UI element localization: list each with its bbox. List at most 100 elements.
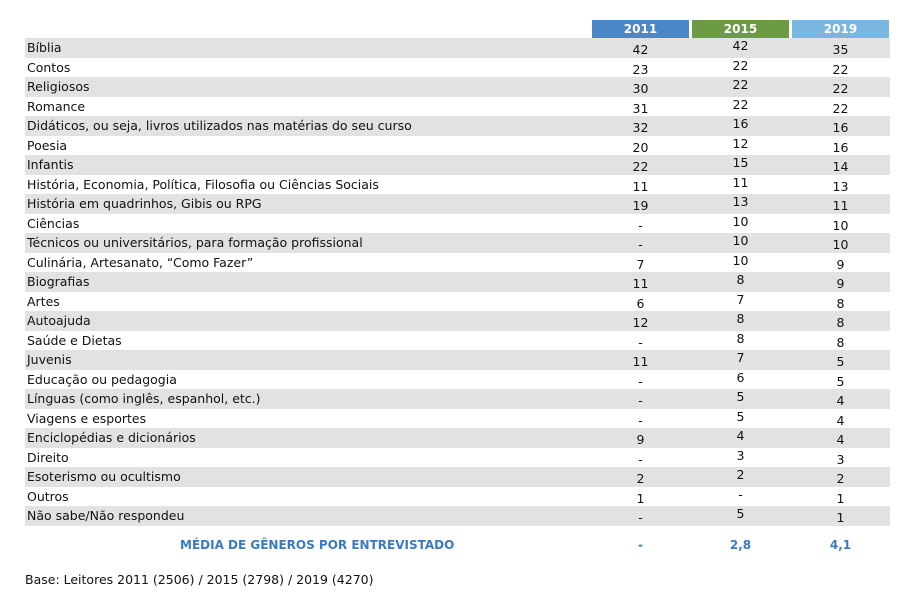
row-label: Didáticos, ou seja, livros utilizados na… xyxy=(27,118,412,133)
cell: 8 xyxy=(836,295,845,311)
cell: 8 xyxy=(836,315,845,330)
cell: 20 xyxy=(632,139,649,155)
cell: 22 xyxy=(732,77,749,92)
cell: 10 xyxy=(832,217,849,233)
cell: 11 xyxy=(632,178,649,194)
row-label: Direito xyxy=(27,449,69,465)
row-band xyxy=(25,467,890,487)
cell: 23 xyxy=(632,61,649,77)
cell: - xyxy=(638,237,643,252)
row-label: Poesia xyxy=(27,137,68,153)
cell: 5 xyxy=(836,354,845,369)
row-band xyxy=(25,311,890,331)
average-cell: 4,1 xyxy=(829,537,852,552)
cell: - xyxy=(638,451,643,467)
cell: 12 xyxy=(632,315,649,330)
cell: 16 xyxy=(732,116,749,131)
cell: 1 xyxy=(836,510,845,525)
row-label: Juvenis xyxy=(27,352,72,367)
cell: 10 xyxy=(732,213,749,229)
cell: 10 xyxy=(732,252,749,268)
row-band xyxy=(25,272,890,292)
cell: 13 xyxy=(732,194,749,209)
cell: 22 xyxy=(832,81,849,96)
row-label: Técnicos ou universitários, para formaçã… xyxy=(27,235,363,250)
cell: 6 xyxy=(636,295,645,311)
cell: - xyxy=(738,486,743,502)
row-band xyxy=(25,389,890,409)
row-label: História, Economia, Política, Filosofia … xyxy=(27,176,379,192)
row-band xyxy=(25,155,890,175)
cell: 11 xyxy=(632,354,649,369)
cell: 10 xyxy=(732,233,749,248)
cell: 1 xyxy=(836,490,845,506)
cell: 19 xyxy=(632,198,649,213)
cell: 8 xyxy=(736,330,745,346)
row-label: Bíblia xyxy=(27,40,62,55)
cell: 2 xyxy=(736,467,745,482)
row-label: Enciclopédias e dicionários xyxy=(27,430,196,445)
row-band xyxy=(25,350,890,370)
row-band xyxy=(25,506,890,526)
cell: 5 xyxy=(736,506,745,521)
cell: 16 xyxy=(832,120,849,135)
average-cell: - xyxy=(638,537,643,552)
row-label: Biografias xyxy=(27,274,90,289)
cell: 22 xyxy=(732,96,749,112)
cell: - xyxy=(638,217,643,233)
row-band xyxy=(25,194,890,214)
row-label: Esoterismo ou ocultismo xyxy=(27,469,181,484)
cell: 13 xyxy=(832,178,849,194)
cell: - xyxy=(638,393,643,408)
row-band xyxy=(25,233,890,253)
cell: 11 xyxy=(832,198,849,213)
cell: 30 xyxy=(632,81,649,96)
cell: 7 xyxy=(736,350,745,365)
cell: 31 xyxy=(632,100,649,116)
cell: 9 xyxy=(636,432,645,447)
cell: 5 xyxy=(736,408,745,424)
row-label: Contos xyxy=(27,59,71,75)
average-cell: 2,8 xyxy=(729,537,752,552)
row-band xyxy=(25,77,890,97)
cell: 9 xyxy=(836,256,845,272)
cell: 14 xyxy=(832,159,849,174)
cell: - xyxy=(638,334,643,350)
cell: 2 xyxy=(636,471,645,486)
cell: 35 xyxy=(832,42,849,57)
cell: 6 xyxy=(736,369,745,385)
row-band xyxy=(25,116,890,136)
row-label: Artes xyxy=(27,293,60,309)
cell: 42 xyxy=(732,38,749,53)
row-label: Ciências xyxy=(27,215,80,231)
cell: 3 xyxy=(736,447,745,463)
row-label: Não sabe/Não respondeu xyxy=(27,508,185,523)
row-label: Infantis xyxy=(27,157,74,172)
row-label: História em quadrinhos, Gibis ou RPG xyxy=(27,196,262,211)
cell: 22 xyxy=(732,57,749,73)
row-label: Autoajuda xyxy=(27,313,91,328)
row-label: Culinária, Artesanato, “Como Fazer” xyxy=(27,254,254,270)
cell: 8 xyxy=(736,272,745,287)
cell: 11 xyxy=(632,276,649,291)
cell: 16 xyxy=(832,139,849,155)
cell: 11 xyxy=(732,174,749,190)
cell: 1 xyxy=(636,490,645,506)
cell: 7 xyxy=(636,256,645,272)
cell: 5 xyxy=(736,389,745,404)
row-label: Línguas (como inglês, espanhol, etc.) xyxy=(27,391,261,406)
row-label: Romance xyxy=(27,98,86,114)
row-label: Religiosos xyxy=(27,79,90,94)
cell: 2 xyxy=(836,471,845,486)
cell: 4 xyxy=(836,412,845,428)
cell: 9 xyxy=(836,276,845,291)
column-header: 2019 xyxy=(792,20,889,38)
cell: 15 xyxy=(732,155,749,170)
average-label: MÉDIA DE GÊNEROS POR ENTREVISTADO xyxy=(180,537,455,552)
cell: 7 xyxy=(736,291,745,307)
cell: 4 xyxy=(836,393,845,408)
cell: 4 xyxy=(736,428,745,443)
cell: 42 xyxy=(632,42,649,57)
cell: 3 xyxy=(836,451,845,467)
